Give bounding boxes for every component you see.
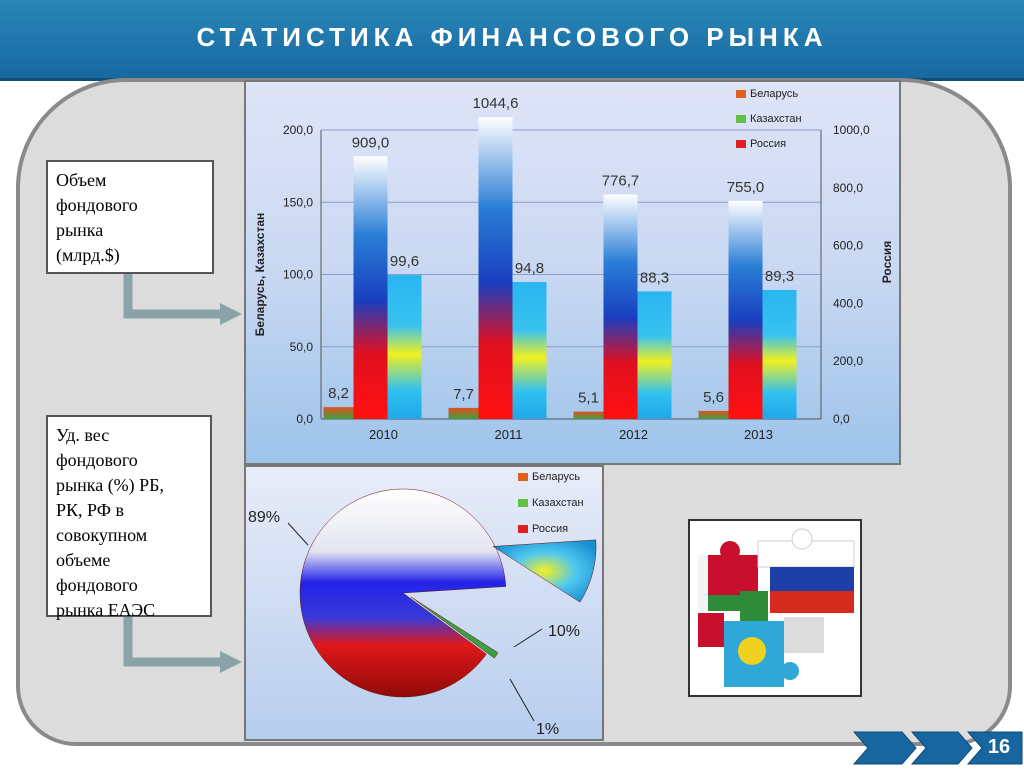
- legend-swatch: [518, 499, 528, 507]
- y2-tick-label: 400,0: [833, 296, 863, 310]
- arrow-head-share: [220, 651, 242, 673]
- bar-Россия: [353, 156, 388, 419]
- data-label: 5,6: [703, 389, 724, 406]
- nav-chevron-1-icon[interactable]: [852, 731, 917, 765]
- legend-swatch: [518, 525, 528, 533]
- share-label-box: Уд. вес фондового рынка (%) РБ, РК, РФ в…: [46, 415, 212, 620]
- y-tick-label: 0,0: [296, 412, 313, 426]
- bar-Казахстан: [512, 282, 547, 419]
- bar-Россия: [478, 117, 513, 419]
- data-label: 5,1: [578, 390, 599, 407]
- russia-flag-blue: [770, 567, 854, 591]
- legend-swatch: [736, 115, 746, 123]
- kazakhstan-sun: [738, 637, 766, 665]
- data-label: 89,3: [765, 268, 794, 285]
- legend-swatch: [736, 90, 746, 98]
- bar-Казахстан: [387, 275, 422, 419]
- y2-axis-title: Россия: [880, 241, 894, 284]
- belarus-piece-small: [698, 613, 724, 647]
- grey-piece: [784, 617, 824, 653]
- pie-chart-svg: 89% 10% 1% Беларусь Казахстан Россия: [248, 471, 597, 738]
- legend-label: Казахстан: [750, 113, 802, 125]
- legend-label: Россия: [750, 138, 786, 150]
- bar-chart: 0,0 50,0 100,0 150,0 200,0 0,0 200,0 400,0 600,0…: [244, 80, 901, 465]
- legend-label: Казахстан: [532, 497, 584, 509]
- bar-Беларусь: [448, 407, 479, 419]
- bar-Беларусь: [323, 407, 354, 419]
- page-number-badge: [966, 731, 1023, 765]
- slide-navigation: 16: [852, 728, 1024, 768]
- pie-slice-russia: [299, 488, 507, 698]
- pie-slice-belarus: [410, 596, 499, 659]
- y2-tick-label: 200,0: [833, 354, 863, 368]
- leader-line: [513, 628, 543, 648]
- legend-label: Россия: [532, 523, 568, 535]
- eaeu-flags-puzzle-image: [688, 519, 862, 697]
- y2-tick-label: 1000,0: [833, 123, 870, 137]
- legend-label: Беларусь: [750, 88, 798, 100]
- y2-tick-label: 0,0: [833, 412, 850, 426]
- legend-label: Беларусь: [532, 471, 580, 483]
- page-number: 16: [987, 736, 1011, 758]
- x-tick-label: 2011: [495, 427, 523, 442]
- data-label: 99,6: [390, 253, 419, 270]
- belarus-knob: [720, 541, 740, 561]
- y-tick-label: 200,0: [283, 123, 313, 137]
- y2-tick-label: 800,0: [833, 181, 863, 195]
- page-title: СТАТИСТИКА ФИНАНСОВОГО РЫНКА: [196, 22, 828, 52]
- bar-Россия: [603, 194, 638, 419]
- x-tick-label: 2012: [619, 427, 648, 442]
- belarus-ornament: [698, 555, 708, 611]
- arrow-line-volume: [123, 274, 222, 319]
- pie-chart: 89% 10% 1% Беларусь Казахстан Россия: [244, 465, 604, 741]
- y-axis-title: Беларусь, Казахстан: [253, 213, 267, 336]
- puzzle-svg: [698, 528, 855, 687]
- y-tick-label: 150,0: [283, 195, 313, 209]
- data-label: 909,0: [352, 134, 390, 151]
- russia-flag-red: [770, 591, 854, 613]
- bar-Беларусь: [573, 411, 604, 419]
- x-tick-label: 2013: [744, 427, 773, 442]
- bar-Казахстан: [762, 289, 797, 419]
- data-label: 776,7: [602, 173, 640, 190]
- data-label: 94,8: [515, 260, 544, 277]
- bar-chart-svg: 0,0 50,0 100,0 150,0 200,0 0,0 200,0 400,0 600,0…: [253, 88, 894, 442]
- pie-label-belarus: 1%: [536, 721, 559, 738]
- bar-Беларусь: [698, 410, 729, 419]
- data-label: 1044,6: [473, 95, 519, 112]
- title-banner: СТАТИСТИКА ФИНАНСОВОГО РЫНКА: [0, 0, 1024, 81]
- x-tick-label: 2010: [369, 427, 398, 442]
- data-label: 88,3: [640, 269, 669, 286]
- kazakhstan-knob: [781, 662, 799, 680]
- pie-slice-kazakhstan: [492, 539, 597, 603]
- russia-knob: [791, 528, 813, 550]
- legend-swatch: [736, 140, 746, 148]
- y-tick-label: 50,0: [290, 340, 314, 354]
- pie-label-russia: 89%: [248, 509, 280, 526]
- arrow-line-share: [123, 617, 222, 667]
- arrow-head-volume: [220, 303, 242, 325]
- bar-Россия: [728, 200, 763, 419]
- y-tick-label: 100,0: [283, 268, 313, 282]
- data-label: 755,0: [727, 179, 765, 196]
- y2-tick-label: 600,0: [833, 239, 863, 253]
- pie-label-kazakhstan: 10%: [548, 623, 580, 640]
- legend-swatch: [518, 473, 528, 481]
- green-piece: [740, 591, 768, 621]
- leader-line: [287, 522, 309, 546]
- bar-Казахстан: [637, 291, 672, 419]
- leader-line: [509, 678, 535, 722]
- data-label: 7,7: [453, 386, 474, 403]
- data-label: 8,2: [328, 385, 349, 402]
- nav-chevron-2-icon[interactable]: [910, 731, 973, 765]
- volume-label-box: Объем фондового рынка (млрд.$): [46, 160, 214, 274]
